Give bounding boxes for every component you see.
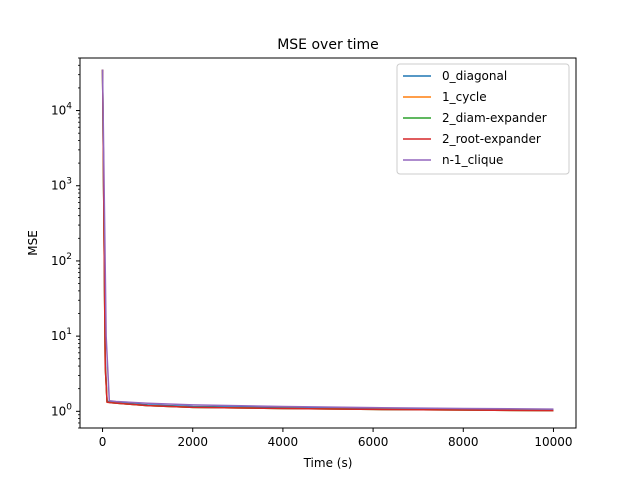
legend-entry-label: 2_root-expander — [442, 132, 541, 146]
x-tick-label: 2000 — [177, 435, 208, 449]
legend: 0_diagonal 1_cycle 2_diam-expander 2_root-e… — [396, 63, 570, 175]
y-axis: 100 101 102 103 104 — [51, 57, 80, 429]
x-tick-label: 10000 — [534, 435, 572, 449]
series-line-4 — [101, 69, 554, 410]
plot-area — [101, 69, 554, 412]
x-axis-label: Time (s) — [303, 456, 353, 470]
y-tick-label: 100 — [51, 402, 72, 418]
series-line-3 — [101, 69, 554, 412]
legend-entry-label: 2_diam-expander — [442, 111, 547, 125]
y-tick-label: 104 — [51, 102, 72, 118]
x-tick-label: 0 — [99, 435, 107, 449]
legend-box — [396, 63, 570, 175]
legend-entry-label: 0_diagonal — [442, 69, 507, 83]
x-axis: 0 2000 4000 6000 8000 10000 — [99, 428, 573, 449]
chart-title: MSE over time — [277, 37, 379, 53]
legend-entry-label: n-1_clique — [442, 153, 503, 167]
legend-entry-label: 1_cycle — [442, 90, 487, 104]
y-tick-label: 102 — [51, 252, 72, 268]
x-tick-label: 4000 — [268, 435, 299, 449]
axes-frame — [79, 57, 577, 429]
x-tick-label: 8000 — [448, 435, 479, 449]
y-axis-label: MSE — [26, 230, 40, 256]
y-tick-label: 101 — [51, 327, 72, 343]
x-tick-label: 6000 — [358, 435, 389, 449]
y-tick-label: 103 — [51, 177, 72, 193]
